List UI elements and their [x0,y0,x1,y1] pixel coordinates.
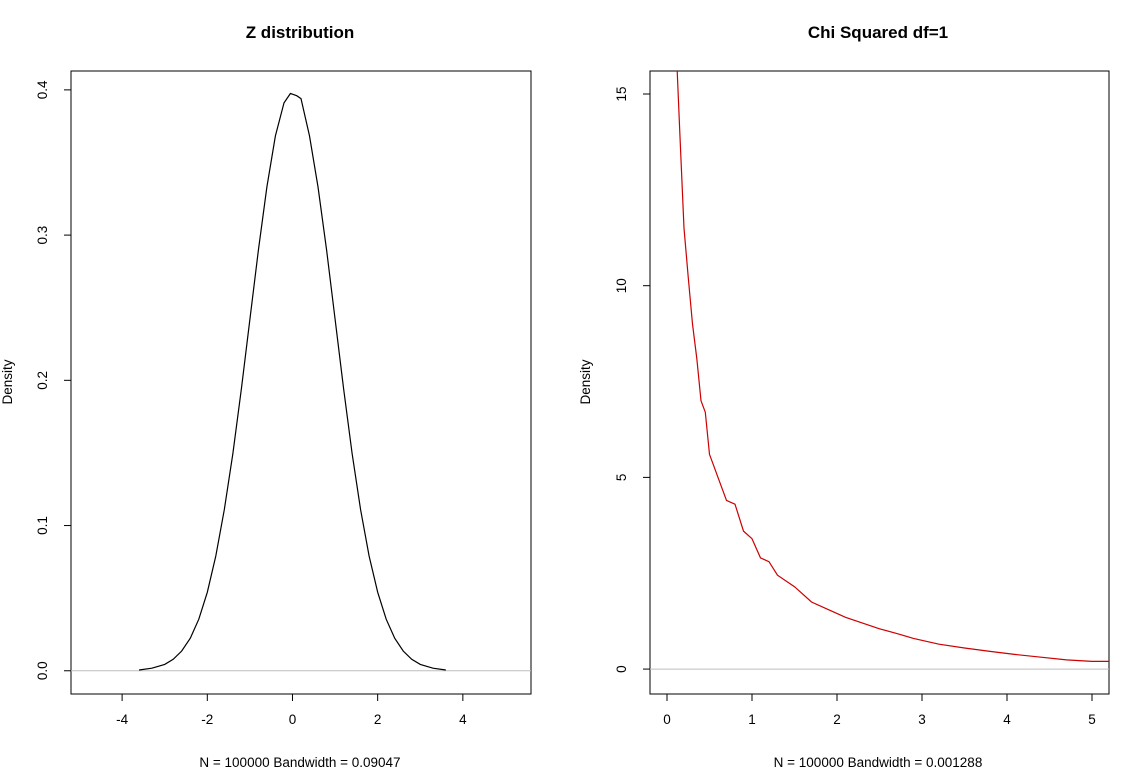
chart-title: Chi Squared df=1 [808,23,948,42]
x-tick-label: 4 [1003,712,1011,727]
x-axis-label: N = 100000 Bandwidth = 0.09047 [199,755,400,770]
y-tick-label: 0.4 [35,80,50,99]
y-axis: 0.0 0.1 0.2 0.3 0.4 [35,80,71,680]
x-tick-label: -4 [116,712,128,727]
chi-squared-panel: Chi Squared df=1 0 1 2 3 4 5 0 5 10 15 N = 10000… [578,23,1110,770]
chart-title: Z distribution [246,23,355,42]
y-tick-label: 0.3 [35,226,50,245]
x-tick-label: 0 [663,712,671,727]
x-axis: -4 -2 0 2 4 [116,694,467,727]
density-curve [139,92,446,671]
x-tick-label: 0 [289,712,297,727]
y-axis: 0 5 10 15 [614,86,650,673]
x-tick-label: 5 [1088,712,1096,727]
y-axis-label: Density [578,359,593,404]
x-tick-label: 4 [459,712,467,727]
x-axis-label: N = 100000 Bandwidth = 0.001288 [774,755,983,770]
y-tick-label: 0.1 [35,516,50,535]
x-tick-label: 2 [833,712,841,727]
y-tick-label: 10 [614,278,629,293]
plot-frame [70,70,532,695]
density-curve [676,70,1109,663]
y-tick-label: 5 [614,474,629,482]
y-axis-label: Density [0,359,15,404]
x-axis: 0 1 2 3 4 5 [663,694,1096,727]
y-tick-label: 0 [614,665,629,673]
y-tick-label: 0.0 [35,661,50,680]
x-tick-label: 1 [748,712,756,727]
x-tick-label: -2 [201,712,213,727]
y-tick-label: 0.2 [35,371,50,390]
x-tick-label: 2 [374,712,382,727]
z-distribution-panel: Z distribution -4 -2 0 2 4 0.0 0.1 0.2 0.3 0.4 N… [0,23,532,770]
y-tick-label: 15 [614,86,629,101]
x-tick-label: 3 [918,712,926,727]
plot-frame [649,70,1110,695]
